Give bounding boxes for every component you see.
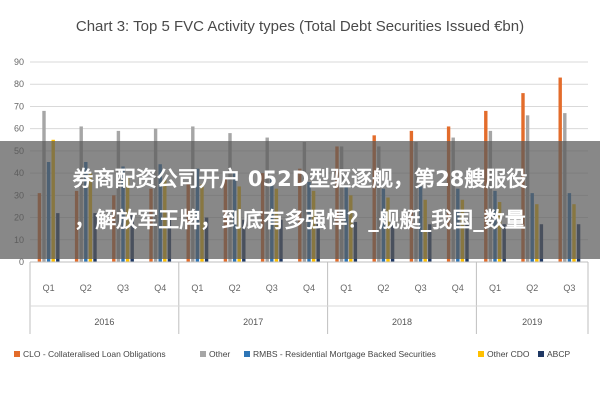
legend-label: CLO - Collateralised Loan Obligations (23, 349, 166, 359)
y-tick-label: 0 (19, 257, 24, 267)
y-tick-label: 90 (14, 57, 24, 67)
legend-label: ABCP (547, 349, 570, 359)
y-tick-label: 60 (14, 124, 24, 134)
x-tick-label: Q4 (303, 283, 315, 293)
year-label: 2019 (522, 317, 542, 327)
legend-label: Other (209, 349, 230, 359)
x-tick-label: Q1 (340, 283, 352, 293)
watermark-overlay (0, 141, 600, 259)
overlay-caption-line-1: 券商配资公司开户 052D型驱逐舰，第28艘服役 (72, 167, 528, 191)
legend-swatch (538, 351, 544, 357)
year-label: 2018 (392, 317, 412, 327)
legend-swatch (478, 351, 484, 357)
chart-title: Chart 3: Top 5 FVC Activity types (Total… (76, 18, 524, 35)
x-tick-label: Q1 (43, 283, 55, 293)
x-tick-label: Q4 (154, 283, 166, 293)
legend: CLO - Collateralised Loan Obligations Oth… (14, 349, 570, 359)
x-tick-label: Q3 (563, 283, 575, 293)
legend-label: Other CDO (487, 349, 530, 359)
x-tick-label: Q3 (415, 283, 427, 293)
x-axis: Q1 Q2 Q3 Q4 Q1 Q2 Q3 Q4 Q1 Q2 Q3 Q4 Q1 Q2 Q3 2016 2017 20… (29, 261, 589, 334)
legend-label: RMBS - Residential Mortgage Backed Secur… (253, 349, 436, 359)
x-tick-label: Q4 (452, 283, 464, 293)
x-tick-label: Q2 (229, 283, 241, 293)
legend-swatch (14, 351, 20, 357)
legend-swatch (200, 351, 206, 357)
x-tick-label: Q3 (117, 283, 129, 293)
y-tick-label: 80 (14, 79, 24, 89)
x-tick-label: Q2 (526, 283, 538, 293)
x-tick-label: Q1 (191, 283, 203, 293)
x-tick-label: Q2 (80, 283, 92, 293)
x-tick-label: Q1 (489, 283, 501, 293)
x-tick-label: Q2 (377, 283, 389, 293)
year-label: 2016 (94, 317, 114, 327)
x-tick-label: Q3 (266, 283, 278, 293)
overlay-caption-line-2: ，解放军王牌，到底有多强悍？_舰艇_我国_数量 (74, 208, 526, 232)
y-tick-label: 70 (14, 101, 24, 111)
legend-swatch (244, 351, 250, 357)
year-label: 2017 (243, 317, 263, 327)
